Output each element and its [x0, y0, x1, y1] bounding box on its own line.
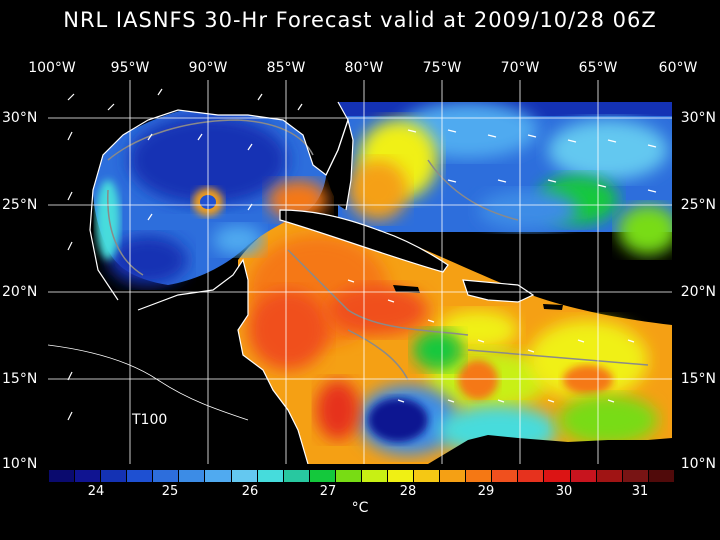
- colorbar-swatch: [647, 470, 674, 482]
- sst-map-canvas: [48, 80, 672, 464]
- lon-label-80w: 80°W: [344, 60, 384, 76]
- colorbar-swatch: [230, 470, 257, 482]
- colorbar-tick-25: 25: [161, 484, 179, 499]
- lat-label-15n-left: 15°N: [2, 371, 38, 387]
- lat-label-30n-right: 30°N: [680, 110, 716, 126]
- colorbar-tick-30: 30: [555, 484, 573, 499]
- lon-label-95w: 95°W: [110, 60, 150, 76]
- lon-label-85w: 85°W: [266, 60, 306, 76]
- lat-label-20n-right: 20°N: [680, 284, 716, 300]
- colorbar-swatch: [334, 470, 361, 482]
- lon-label-70w: 70°W: [500, 60, 540, 76]
- colorbar-swatch: [178, 470, 205, 482]
- lat-label-15n-right: 15°N: [680, 371, 716, 387]
- colorbar-swatch: [152, 470, 179, 482]
- colorbar-swatch: [48, 470, 75, 482]
- lat-label-30n-left: 30°N: [2, 110, 38, 126]
- colorbar-tick-31: 31: [631, 484, 649, 499]
- lat-label-20n-left: 20°N: [2, 284, 38, 300]
- colorbar-swatch: [360, 470, 388, 482]
- atlantic-sst: [338, 102, 672, 255]
- map-title: NRL IASNFS 30-Hr Forecast valid at 2009/…: [63, 8, 657, 32]
- lon-label-75w: 75°W: [422, 60, 462, 76]
- model-label: T100: [132, 412, 168, 428]
- lat-label-10n-right: 10°N: [680, 456, 716, 472]
- colorbar-swatch: [413, 470, 440, 482]
- land: [48, 80, 672, 464]
- colorbar-swatch: [543, 470, 570, 482]
- lon-label-60w: 60°W: [658, 60, 698, 76]
- colorbar-swatch: [256, 470, 283, 482]
- colorbar-tick-24: 24: [87, 484, 105, 499]
- colorbar-swatch: [569, 470, 596, 482]
- temperature-colorbar: [48, 470, 674, 482]
- colorbar-swatch: [100, 470, 127, 482]
- colorbar-swatch: [439, 470, 466, 482]
- colorbar-tick-26: 26: [241, 484, 259, 499]
- lat-label-10n-left: 10°N: [2, 456, 38, 472]
- colorbar-swatch: [491, 470, 518, 482]
- coastline: [48, 101, 535, 464]
- caribbean-sst: [238, 214, 672, 464]
- colorbar-swatch: [308, 470, 335, 482]
- colorbar-swatch: [595, 470, 622, 482]
- colorbar-swatch: [517, 470, 544, 482]
- colorbar-swatch: [282, 470, 309, 482]
- lat-label-25n-right: 25°N: [680, 197, 716, 213]
- lon-label-90w: 90°W: [188, 60, 228, 76]
- sst-map: [48, 80, 672, 464]
- map-grid: [48, 80, 672, 464]
- colorbar-tick-27: 27: [319, 484, 337, 499]
- colorbar-swatch: [387, 470, 414, 482]
- colorbar-swatch: [74, 470, 101, 482]
- colorbar-swatch: [465, 470, 492, 482]
- colorbar-tick-29: 29: [477, 484, 495, 499]
- wind-arrows: [67, 88, 657, 421]
- lon-label-100w: 100°W: [28, 60, 76, 76]
- lon-label-65w: 65°W: [578, 60, 618, 76]
- colorbar-tick-28: 28: [399, 484, 417, 499]
- colorbar-unit: °C: [351, 500, 369, 516]
- colorbar-swatch: [204, 470, 231, 482]
- lat-label-25n-left: 25°N: [2, 197, 38, 213]
- colorbar-swatch: [621, 470, 648, 482]
- colorbar-swatch: [126, 470, 153, 482]
- bathymetry-contours: [107, 119, 649, 381]
